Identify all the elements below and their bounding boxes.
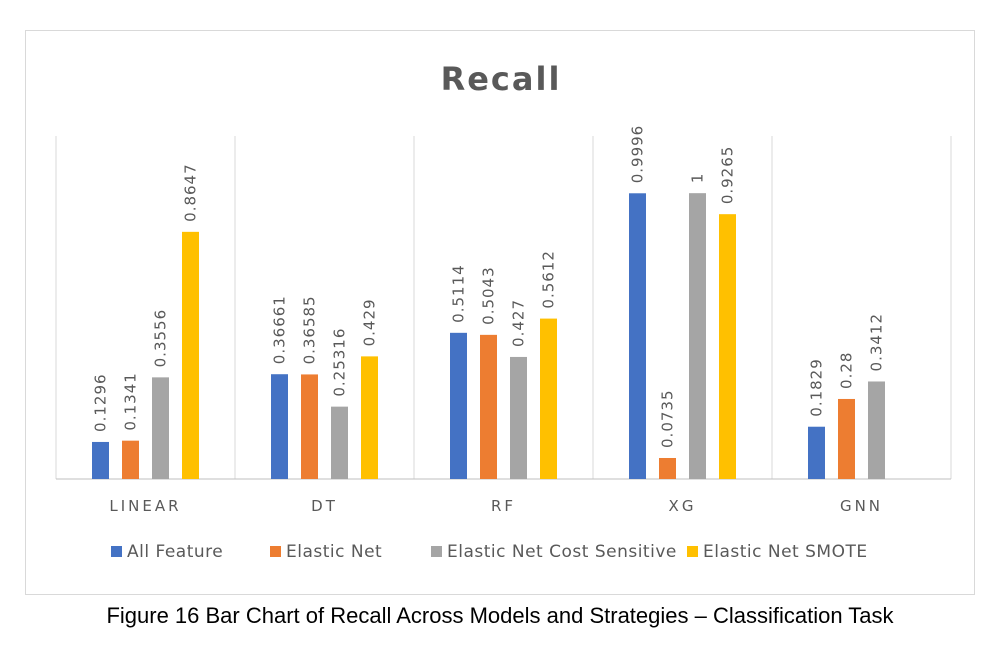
bar [361,356,378,479]
data-label: 1 [689,173,707,184]
data-label: 0.9996 [629,125,647,184]
bar [331,406,348,479]
legend-swatch [687,546,698,557]
data-label: 0.5114 [450,264,468,323]
bar [271,374,288,479]
bar [480,334,497,479]
data-label: 0.3556 [152,309,170,368]
data-label: 0.36585 [301,295,319,364]
category-label: LINEAR [109,497,181,515]
data-label: 0.5612 [540,250,558,309]
bar [92,441,109,479]
bar [152,377,169,479]
bar [301,374,318,479]
data-label: 0.25316 [331,328,349,397]
bar [629,193,646,479]
data-label: 0.8647 [182,163,200,222]
bar [838,398,855,479]
legend-swatch [270,546,281,557]
chart-frame: Recall 0.1296 0.1341 0.3556 0.8647 LINEAR 0.36… [25,30,975,595]
bar [450,332,467,479]
category-label: DT [311,497,338,515]
category-label: XG [669,497,697,515]
category-label: GNN [840,497,883,515]
legend-label: Elastic Net Cost Sensitive [447,542,677,562]
chart-title: Recall [441,60,562,98]
bar [868,381,885,479]
bar [719,214,736,479]
legend-swatch [431,546,442,557]
legend-label: Elastic Net SMOTE [703,542,868,562]
bar [808,426,825,479]
bar [122,440,139,479]
data-label: 0.1829 [808,358,826,417]
data-label: 0.36661 [271,295,289,364]
bar [510,356,527,479]
legend-label: All Feature [127,542,223,562]
category-label: RF [491,497,516,515]
figure-caption: Figure 16 Bar Chart of Recall Across Mod… [106,603,894,628]
bar [540,318,557,479]
bar [659,457,676,479]
data-label: 0.0735 [659,389,677,448]
data-label: 0.9265 [719,146,737,205]
data-label: 0.429 [361,298,379,346]
legend-swatch [111,546,122,557]
data-label: 0.28 [838,352,856,389]
data-label: 0.427 [510,299,528,347]
bar [182,231,199,479]
bar-chart: Recall 0.1296 0.1341 0.3556 0.8647 LINEAR 0.36… [55,60,952,562]
data-label: 0.1341 [122,372,140,431]
legend-label: Elastic Net [286,542,382,562]
data-label: 0.3412 [868,313,886,372]
data-label: 0.1296 [92,373,110,432]
data-label: 0.5043 [480,266,498,325]
bar [689,193,706,479]
